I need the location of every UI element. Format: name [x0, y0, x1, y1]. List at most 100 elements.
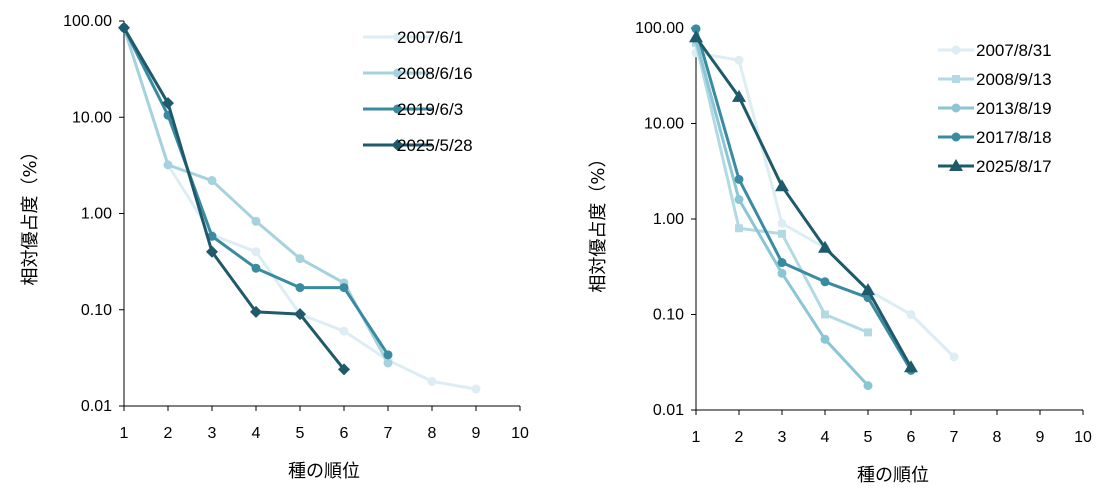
legend-marker: [393, 104, 402, 114]
series-line: [122, 27, 390, 356]
legend-entry: 2025/8/17: [938, 157, 1052, 176]
legend-entry: 2025/5/28: [363, 136, 473, 155]
y-axis-title: 相対優占度（%）: [588, 149, 609, 292]
x-tick-label: 8: [428, 425, 437, 442]
data-point: [206, 245, 218, 258]
x-tick-label: 1: [692, 429, 701, 446]
legend-marker: [952, 75, 960, 83]
y-tick-label: 0.01: [81, 398, 112, 415]
legend-label: 2008/6/16: [397, 64, 473, 83]
data-point: [861, 283, 875, 296]
legend-marker: [391, 139, 404, 151]
data-point: [734, 55, 744, 65]
data-point: [162, 97, 174, 110]
legend-marker: [949, 159, 963, 171]
data-point: [689, 30, 703, 43]
data-point: [383, 358, 393, 368]
x-tick-label: 3: [778, 429, 787, 446]
legend-entry: 2019/6/3: [363, 100, 463, 119]
series-2025/5/28: [118, 21, 350, 376]
data-point: [251, 216, 261, 226]
legend-marker: [393, 68, 402, 78]
y-tick-label: 10.00: [644, 116, 684, 133]
data-point: [906, 310, 916, 319]
legend-marker: [951, 103, 961, 113]
data-point: [732, 89, 746, 102]
data-point: [691, 24, 701, 34]
series-2025/8/17: [689, 30, 918, 373]
data-point: [383, 350, 393, 360]
series-2019/6/3: [119, 23, 393, 360]
legend-entry: 2007/8/31: [938, 41, 1052, 60]
y-tick-label: 0.10: [653, 307, 684, 324]
x-tick-label: 7: [384, 425, 393, 442]
legend-label: 2008/9/13: [976, 70, 1052, 89]
data-point: [338, 363, 350, 376]
legend-label: 2013/8/19: [976, 99, 1052, 118]
data-point: [427, 376, 437, 386]
data-point: [778, 229, 786, 238]
data-point: [163, 160, 173, 170]
data-point: [820, 334, 830, 344]
legend-marker: [951, 132, 961, 142]
data-point: [339, 283, 349, 293]
x-axis-title: 種の順位: [857, 465, 929, 486]
data-point: [339, 326, 349, 336]
y-tick-label: 1.00: [653, 211, 684, 228]
legend-label: 2007/6/1: [397, 28, 463, 47]
x-tick-label: 4: [821, 429, 830, 446]
legend-entry: 2008/6/16: [363, 64, 473, 83]
y-tick-label: 100.00: [635, 20, 684, 37]
legend-label: 2019/6/3: [397, 100, 463, 119]
x-tick-label: 2: [735, 429, 744, 446]
data-point: [118, 21, 130, 34]
x-tick-label: 9: [472, 425, 481, 442]
x-tick-label: 1: [120, 425, 129, 442]
data-point: [904, 360, 918, 373]
data-point: [734, 174, 744, 184]
y-tick-label: 100.00: [63, 13, 112, 30]
series-line: [694, 36, 913, 369]
x-tick-label: 10: [511, 425, 529, 442]
data-point: [820, 277, 830, 287]
x-tick-label: 5: [864, 429, 873, 446]
legend-label: 2017/8/18: [976, 128, 1052, 147]
x-tick-label: 10: [1074, 429, 1092, 446]
data-point: [775, 179, 789, 192]
data-point: [818, 240, 832, 253]
data-point: [207, 231, 217, 241]
legend-entry: 2013/8/19: [938, 99, 1052, 118]
y-tick-label: 0.01: [653, 402, 684, 419]
legend-entry: 2008/9/13: [938, 70, 1052, 89]
data-point: [864, 328, 872, 337]
data-point: [821, 310, 829, 319]
x-tick-label: 7: [950, 429, 959, 446]
x-tick-label: 9: [1036, 429, 1045, 446]
y-tick-label: 1.00: [81, 206, 112, 223]
legend-entry: 2017/8/18: [938, 128, 1052, 147]
series-line: [694, 39, 870, 387]
data-point: [295, 254, 305, 264]
data-point: [294, 308, 306, 321]
series-line: [122, 27, 346, 371]
x-axis-title: 種の順位: [288, 461, 360, 482]
legend-marker: [393, 32, 402, 42]
chart-1: 0.01 0.10 1.00 10.00 100.00 1 2 3 4 5 6 7 8 9 10 種の順位 相対…: [20, 13, 529, 482]
y-tick-label: 0.10: [81, 302, 112, 319]
x-tick-label: 6: [907, 429, 916, 446]
data-point: [295, 283, 305, 293]
data-point: [777, 218, 787, 228]
series-2017/8/18: [691, 24, 916, 375]
data-point: [734, 195, 744, 205]
data-point: [949, 352, 959, 362]
data-point: [250, 305, 262, 318]
x-tick-label: 5: [296, 425, 305, 442]
legend-entry: 2007/6/1: [363, 28, 463, 47]
data-point: [207, 176, 217, 186]
series-2013/8/19: [691, 35, 873, 391]
x-tick-label: 4: [252, 425, 261, 442]
x-tick-label: 6: [340, 425, 349, 442]
data-point: [471, 384, 481, 394]
series-line: [694, 28, 913, 372]
data-point: [777, 268, 787, 278]
